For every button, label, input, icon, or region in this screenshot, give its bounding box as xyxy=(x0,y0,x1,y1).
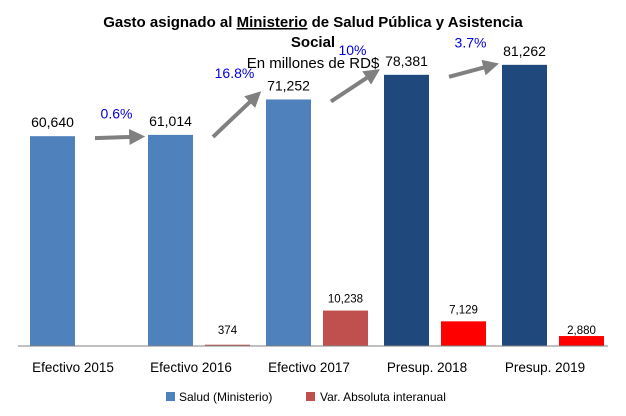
chart-title-line2: Social xyxy=(291,34,335,51)
legend: Salud (Ministerio) Var. Absoluta interan… xyxy=(166,390,446,404)
label-var-4: 7,129 xyxy=(449,304,478,316)
growth-label-1: 0.6% xyxy=(101,106,133,122)
x-tick-3: Efectivo 2017 xyxy=(268,360,350,375)
x-tick-1: Efectivo 2015 xyxy=(32,360,114,375)
growth-arrow-4 xyxy=(448,59,499,79)
bar-salud-3 xyxy=(266,99,311,346)
legend-swatch-var xyxy=(306,392,315,401)
bar-salud-4 xyxy=(384,74,429,346)
label-var-2: 374 xyxy=(218,325,238,337)
x-tick-4: Presup. 2018 xyxy=(387,360,467,375)
label-salud-5: 81,262 xyxy=(503,43,546,59)
growth-arrow-2 xyxy=(211,91,262,139)
legend-label-salud: Salud (Ministerio) xyxy=(179,390,272,404)
x-tick-5: Presup. 2019 xyxy=(505,360,585,375)
growth-label-4: 3.7% xyxy=(455,34,487,50)
bar-var-3 xyxy=(323,310,368,346)
label-salud-3: 71,252 xyxy=(267,77,310,93)
x-tick-2: Efectivo 2016 xyxy=(150,360,232,375)
bar-var-2 xyxy=(205,344,250,346)
growth-label-2: 16.8% xyxy=(215,65,255,81)
label-var-3: 10,238 xyxy=(328,294,363,306)
bar-salud-2 xyxy=(148,134,193,346)
bar-salud-1 xyxy=(30,136,75,346)
legend-swatch-salud xyxy=(166,392,175,401)
label-salud-4: 78,381 xyxy=(385,53,428,69)
growth-label-3: 10% xyxy=(338,42,366,58)
plot-area: 60,640 Efectivo 2015 61,014 374 Efectivo 201… xyxy=(30,34,604,375)
bar-var-5 xyxy=(559,336,604,346)
label-salud-1: 60,640 xyxy=(31,114,74,130)
growth-arrow-3 xyxy=(329,69,381,104)
legend-label-var: Var. Absoluta interanual xyxy=(320,390,446,404)
growth-arrow-1 xyxy=(94,129,146,145)
bar-salud-5 xyxy=(502,64,547,346)
label-var-5: 2,880 xyxy=(567,325,596,337)
chart-title-emphasis: Ministerio xyxy=(237,14,308,31)
bar-var-4 xyxy=(441,321,486,346)
chart-subtitle: En millones de RD$ xyxy=(247,55,380,72)
label-salud-2: 61,014 xyxy=(149,113,192,129)
chart-title: Gasto asignado al Ministerio de Salud Pú… xyxy=(103,14,523,31)
